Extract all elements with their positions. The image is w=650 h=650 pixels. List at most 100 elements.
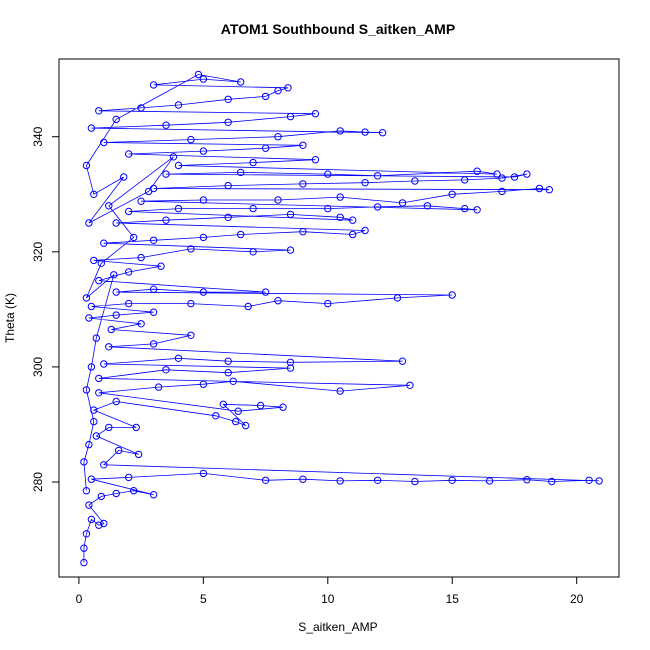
data-point bbox=[224, 213, 232, 222]
data-point bbox=[162, 121, 170, 129]
x-tick-label: 0 bbox=[76, 592, 83, 606]
data-point bbox=[187, 135, 195, 144]
x-axis: 0 5 10 15 20 bbox=[76, 576, 584, 606]
data-point bbox=[224, 181, 232, 190]
data-point bbox=[398, 357, 407, 365]
data-point bbox=[373, 203, 382, 211]
y-tick-label: 300 bbox=[31, 357, 45, 377]
data-point bbox=[299, 141, 307, 150]
data-point bbox=[274, 297, 282, 305]
data-point bbox=[493, 170, 501, 178]
data-point bbox=[548, 477, 556, 486]
data-point bbox=[112, 311, 120, 319]
data-point bbox=[378, 129, 387, 137]
data-point bbox=[311, 110, 320, 118]
data-point bbox=[87, 515, 96, 524]
data-point bbox=[125, 268, 133, 276]
data-point bbox=[249, 158, 257, 167]
y-axis-label: Theta (K) bbox=[3, 293, 17, 343]
x-tick-label: 15 bbox=[446, 592, 460, 606]
data-point bbox=[120, 173, 128, 181]
data-point bbox=[324, 170, 332, 178]
x-axis-label: S_aitken_AMP bbox=[298, 620, 377, 634]
data-point bbox=[82, 386, 91, 394]
data-point bbox=[90, 190, 98, 199]
data-point bbox=[97, 259, 106, 267]
data-point bbox=[154, 383, 163, 391]
data-point bbox=[82, 161, 91, 170]
data-point bbox=[95, 374, 103, 383]
data-point bbox=[393, 294, 402, 302]
data-point bbox=[90, 256, 98, 265]
data-point bbox=[92, 432, 101, 440]
data-point bbox=[336, 193, 344, 201]
data-point bbox=[448, 190, 456, 199]
data-point bbox=[90, 406, 98, 414]
data-point bbox=[187, 331, 195, 339]
data-point bbox=[80, 558, 88, 567]
data-point bbox=[274, 133, 282, 141]
series-line bbox=[83, 74, 600, 563]
data-point bbox=[82, 487, 91, 495]
data-point bbox=[299, 475, 307, 483]
data-point bbox=[115, 446, 123, 455]
y-axis: 280 300 320 340 bbox=[31, 126, 60, 492]
data-point bbox=[100, 519, 108, 528]
data-point bbox=[112, 397, 120, 406]
data-point bbox=[100, 360, 108, 368]
data-point bbox=[82, 530, 91, 538]
data-point bbox=[311, 156, 320, 164]
data-point bbox=[523, 476, 531, 484]
data-point bbox=[237, 78, 245, 86]
data-point bbox=[132, 423, 140, 432]
data-point bbox=[137, 253, 145, 262]
data-point bbox=[174, 204, 183, 213]
data-point bbox=[149, 285, 158, 293]
data-point bbox=[510, 173, 519, 181]
data-point bbox=[461, 204, 469, 213]
data-point bbox=[361, 226, 369, 235]
data-point bbox=[149, 308, 158, 316]
data-point bbox=[112, 219, 120, 227]
data-point bbox=[87, 124, 96, 132]
data-point bbox=[595, 477, 603, 485]
data-point bbox=[535, 184, 544, 193]
data-point bbox=[110, 271, 118, 279]
data-point bbox=[187, 245, 195, 253]
data-point bbox=[100, 138, 108, 147]
data-point bbox=[174, 161, 183, 170]
data-point bbox=[162, 366, 170, 374]
data-point bbox=[284, 84, 292, 92]
data-point bbox=[229, 377, 237, 385]
data-point bbox=[95, 521, 103, 529]
data-point bbox=[199, 288, 208, 296]
data-point bbox=[485, 477, 494, 485]
data-point bbox=[112, 115, 120, 124]
data-point bbox=[224, 118, 232, 127]
data-point bbox=[87, 302, 96, 311]
data-point bbox=[261, 476, 270, 484]
data-point bbox=[80, 544, 88, 552]
data-point bbox=[174, 354, 183, 362]
plot-frame bbox=[58, 58, 620, 578]
data-point bbox=[237, 230, 245, 239]
data-point bbox=[461, 176, 469, 184]
data-point bbox=[349, 230, 357, 239]
data-point bbox=[411, 477, 419, 486]
data-point bbox=[112, 288, 120, 296]
data-point bbox=[125, 150, 133, 158]
data-point bbox=[107, 325, 116, 334]
data-point bbox=[286, 112, 295, 121]
data-point bbox=[149, 81, 158, 89]
data-point bbox=[130, 487, 138, 495]
data-point bbox=[448, 476, 456, 484]
data-point bbox=[373, 476, 382, 484]
data-point bbox=[85, 440, 93, 449]
data-point bbox=[194, 70, 203, 79]
data-point bbox=[448, 291, 456, 299]
data-point bbox=[137, 320, 145, 328]
data-point bbox=[125, 207, 133, 216]
data-point bbox=[324, 204, 332, 213]
data-point bbox=[498, 174, 506, 182]
data-point bbox=[498, 187, 506, 196]
